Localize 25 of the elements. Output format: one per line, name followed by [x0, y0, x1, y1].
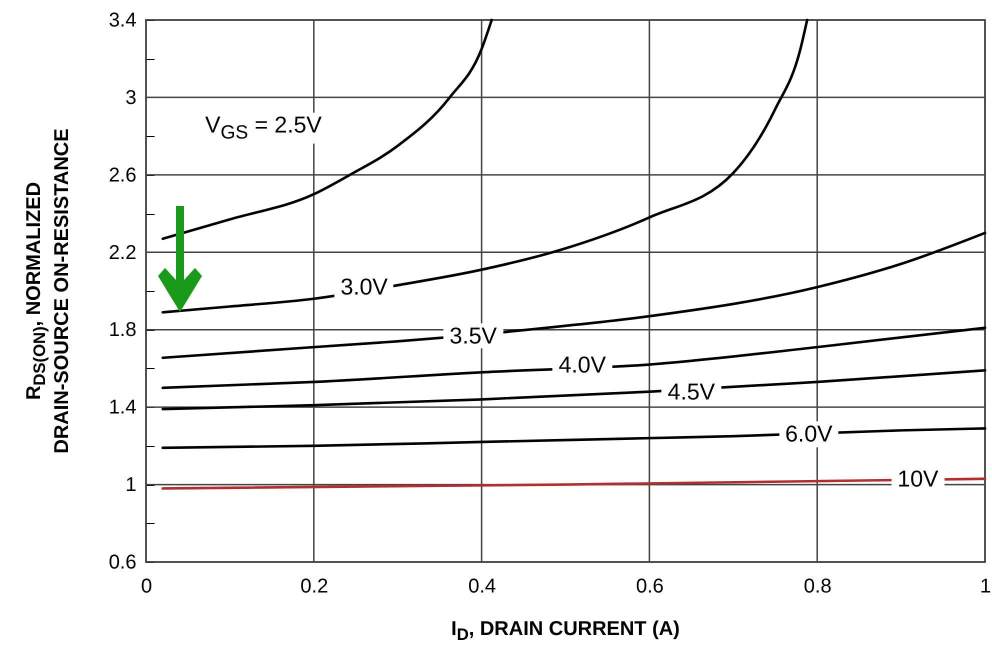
x-axis-title: I$_{D}$, DRAIN CURRENT (A) — [451, 618, 680, 645]
annotation: 10V — [891, 465, 944, 492]
x-tick-label: 0 — [140, 576, 152, 598]
y-tick-label: 1.8 — [108, 319, 136, 342]
x-tick-label: 0.8 — [804, 576, 832, 598]
y-tick-label: 1 — [125, 474, 136, 496]
annotation: 3.5V — [444, 322, 503, 348]
line-series — [161, 18, 493, 240]
annotation: V$_{GS}$ = 2.5V — [199, 112, 328, 144]
annotation: 6.0V — [779, 420, 838, 447]
annotation: 4.5V — [662, 378, 722, 404]
y-tick-label: 2.6 — [108, 164, 136, 186]
y-tick-label: 0.6 — [108, 552, 136, 574]
x-tick-label: 1 — [980, 576, 992, 598]
annotation: 4.0V — [552, 350, 612, 378]
line-series — [161, 427, 986, 450]
x-tick-label: 0.2 — [300, 576, 328, 598]
x-tick-label: 0.6 — [636, 576, 664, 598]
annotation: 3.0V — [334, 273, 394, 300]
x-tick-label: 0.4 — [468, 576, 496, 598]
y-tick-label: 3 — [125, 86, 136, 109]
y-tick-label: 3.4 — [108, 10, 136, 32]
y-tick-label: 2.2 — [108, 242, 136, 264]
y-tick-label: 1.4 — [108, 396, 136, 419]
line-series — [161, 18, 808, 314]
